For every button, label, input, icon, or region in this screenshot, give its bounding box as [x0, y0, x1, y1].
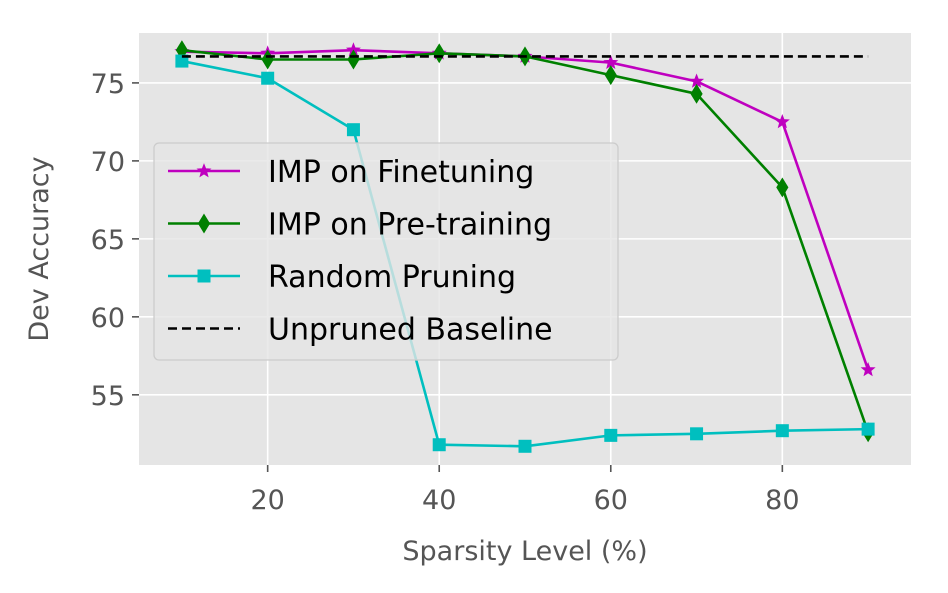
data-point — [860, 361, 876, 377]
legend-box — [153, 142, 619, 361]
x-tick-label: 40 — [422, 485, 456, 516]
data-point — [261, 71, 275, 85]
x-axis-label: Sparsity Level (%) — [402, 536, 647, 567]
data-point — [690, 427, 704, 441]
x-tick-label: 20 — [250, 485, 284, 516]
y-axis-label: Dev Accuracy — [24, 156, 55, 341]
axes: 20 40 60 80 55 60 65 70 75 — [91, 69, 800, 516]
x-tick-label: 60 — [594, 485, 628, 516]
data-point — [518, 439, 532, 453]
legend-marker — [197, 213, 211, 234]
data-point — [861, 422, 875, 436]
data-point — [690, 83, 703, 104]
y-tick-label: 70 — [91, 147, 125, 178]
legend-label: Unpruned Baseline — [268, 313, 553, 348]
y-tick-label: 55 — [91, 381, 125, 412]
data-point — [175, 54, 189, 68]
data-point — [604, 65, 617, 86]
series-layer — [174, 40, 876, 453]
legend-label: IMP on Pre-training — [268, 208, 552, 243]
x-tick-label: 80 — [765, 485, 799, 516]
data-point — [432, 438, 446, 452]
data-point — [604, 428, 618, 442]
legend-marker — [196, 163, 212, 178]
legend-label: IMP on Finetuning — [268, 155, 534, 190]
series-random-pruning — [175, 54, 875, 453]
y-tick-label: 75 — [91, 69, 125, 100]
data-point — [776, 177, 789, 198]
legend: IMP on Finetuning IMP on Pre-training Rand… — [153, 142, 619, 361]
data-point — [433, 43, 446, 64]
legend-marker — [197, 269, 211, 283]
data-point — [346, 123, 360, 137]
y-tick-label: 60 — [91, 303, 125, 334]
data-point — [775, 424, 789, 438]
data-point — [774, 114, 790, 129]
legend-label: Random Pruning — [268, 260, 516, 295]
y-tick-label: 65 — [91, 225, 125, 256]
